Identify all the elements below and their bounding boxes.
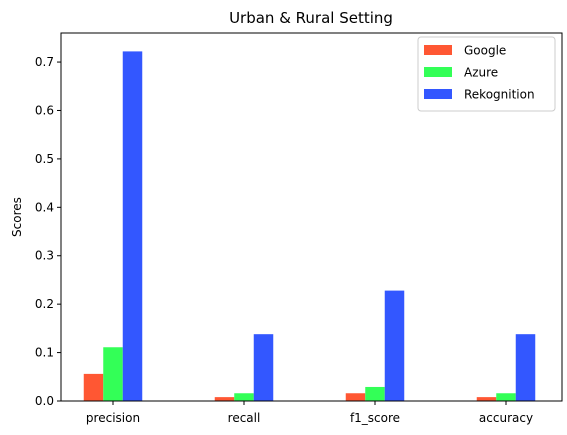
y-tick-label: 0.0 — [35, 394, 54, 408]
plot-frame — [60, 32, 563, 402]
bar-rekognition-f1-score — [384, 290, 405, 401]
bar-azure-recall — [234, 393, 254, 401]
y-tick-label: 0.4 — [35, 200, 54, 214]
x-tick-label-recall: recall — [228, 411, 261, 425]
legend-box — [417, 36, 556, 112]
bar-azure-f1-score — [365, 386, 385, 401]
y-tick-label: 0.3 — [35, 249, 54, 263]
bar-google-precision — [83, 373, 104, 401]
legend-swatch-azure — [424, 67, 452, 77]
bar-google-recall — [214, 397, 235, 401]
legend-label-google: Google — [464, 44, 506, 58]
bar-google-f1-score — [345, 393, 366, 401]
legend-swatch-rekognition — [424, 89, 452, 99]
bar-azure-accuracy — [496, 393, 516, 401]
x-tick-label-precision: precision — [86, 411, 140, 425]
y-axis-label: Scores — [10, 197, 24, 237]
y-ticks: 0.0 0.1 0.2 0.3 0.4 0.5 0.6 0.7 — [35, 55, 61, 408]
bar-rekognition-precision — [122, 51, 143, 402]
bar-google-accuracy — [476, 397, 497, 401]
y-tick-label: 0.5 — [35, 152, 54, 166]
y-tick-label: 0.7 — [35, 55, 54, 69]
x-tick-label-f1-score: f1_score — [350, 411, 400, 425]
legend-swatch-google — [424, 45, 452, 55]
bar-rekognition-recall — [253, 334, 274, 401]
y-tick-label: 0.6 — [35, 103, 54, 117]
bars-layer — [83, 51, 536, 402]
legend-label-rekognition: Rekognition — [464, 88, 535, 102]
legend: Google Azure Rekognition — [417, 36, 556, 112]
y-tick-label: 0.1 — [35, 346, 54, 360]
bar-rekognition-accuracy — [515, 334, 536, 401]
chart-title: Urban & Rural Setting — [229, 9, 393, 27]
legend-label-azure: Azure — [464, 66, 498, 80]
x-ticks: precision recall f1_score accuracy — [86, 401, 533, 425]
x-tick-label-accuracy: accuracy — [479, 411, 533, 425]
bar-azure-precision — [103, 347, 123, 401]
y-tick-label: 0.2 — [35, 297, 54, 311]
